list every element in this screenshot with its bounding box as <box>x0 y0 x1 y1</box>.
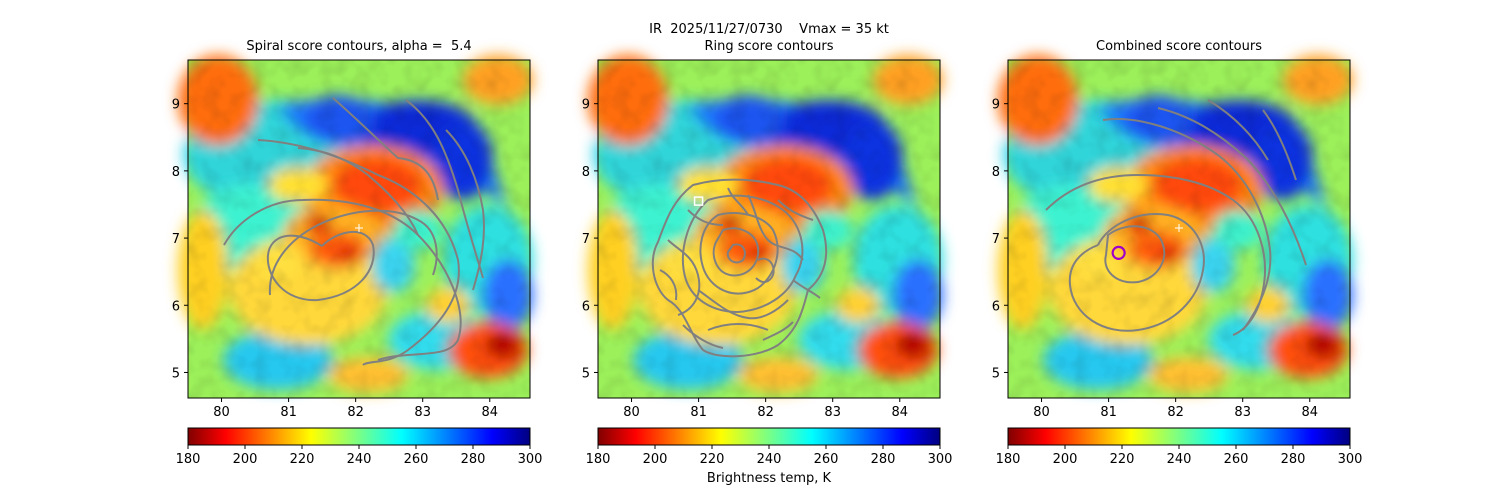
colorbar-tick-label: 220 <box>290 452 315 467</box>
y-tick-label: 8 <box>992 165 1000 180</box>
x-tick-label: 84 <box>1301 405 1318 420</box>
y-tick-label: 5 <box>992 366 1000 381</box>
colorbar-tick-label: 260 <box>404 452 429 467</box>
panel-title-ring: Ring score contours <box>704 39 834 54</box>
ir-image-spiral <box>178 55 533 398</box>
colorbar-tick-label: 300 <box>1338 452 1363 467</box>
y-tick-label: 8 <box>582 165 590 180</box>
y-tick-label: 7 <box>172 232 180 247</box>
colorbar-spiral <box>187 427 531 446</box>
y-tick-label: 9 <box>992 98 1000 113</box>
colorbar-tick-label: 180 <box>176 452 201 467</box>
colorbar-tick-label: 200 <box>643 452 668 467</box>
colorbar-ring <box>597 427 941 446</box>
x-tick-label: 81 <box>280 405 297 420</box>
center-plus-marker <box>1175 223 1183 232</box>
colorbar-combined <box>1007 427 1351 446</box>
x-tick-label: 83 <box>824 405 841 420</box>
panel-title-combined: Combined score contours <box>1096 39 1262 54</box>
y-tick-label: 8 <box>172 165 180 180</box>
panel-ring: 80 81 82 83 84 5 6 7 8 9 180 200 220 240 260 280 300 <box>582 55 953 467</box>
x-tick-label: 82 <box>347 405 364 420</box>
ring-center-square-marker <box>693 196 704 206</box>
colorbar-tick-label: 240 <box>347 452 372 467</box>
combined-center-circle-marker <box>1111 245 1126 260</box>
y-tick-label: 6 <box>582 299 590 314</box>
colorbar-tick-label: 180 <box>586 452 611 467</box>
x-tick-label: 82 <box>757 405 774 420</box>
colorbar-tick-label: 300 <box>518 452 543 467</box>
panel-spiral: 80 81 82 83 84 5 6 7 8 9 180 200 220 240 260 280 300 <box>172 55 543 467</box>
x-tick-label: 80 <box>623 405 640 420</box>
colorbar-tick-label: 200 <box>233 452 258 467</box>
x-tick-label: 84 <box>891 405 908 420</box>
colorbar-tick-label: 260 <box>1224 452 1249 467</box>
y-tick-label: 6 <box>172 299 180 314</box>
colorbar-tick-label: 280 <box>1281 452 1306 467</box>
y-tick-label: 7 <box>992 232 1000 247</box>
y-tick-label: 6 <box>992 299 1000 314</box>
colorbar-tick-label: 300 <box>928 452 953 467</box>
colorbar-tick-label: 180 <box>996 452 1021 467</box>
colorbar-tick-label: 240 <box>757 452 782 467</box>
colorbar-tick-label: 260 <box>814 452 839 467</box>
colorbar-tick-label: 280 <box>871 452 896 467</box>
center-plus-marker <box>355 223 363 232</box>
ir-image-combined <box>998 55 1353 398</box>
x-tick-label: 80 <box>213 405 230 420</box>
colorbar-tick-label: 280 <box>461 452 486 467</box>
x-tick-label: 81 <box>1100 405 1117 420</box>
y-tick-label: 9 <box>582 98 590 113</box>
x-tick-label: 80 <box>1033 405 1050 420</box>
x-tick-label: 83 <box>414 405 431 420</box>
y-tick-label: 9 <box>172 98 180 113</box>
colorbar-tick-label: 240 <box>1167 452 1192 467</box>
y-tick-label: 7 <box>582 232 590 247</box>
panel-combined: 80 81 82 83 84 5 6 7 8 9 180 200 220 240 260 280 300 <box>992 55 1363 467</box>
y-tick-label: 5 <box>172 366 180 381</box>
y-tick-label: 5 <box>582 366 590 381</box>
colorbar-tick-label: 200 <box>1053 452 1078 467</box>
axes-frame <box>1007 59 1351 399</box>
x-tick-label: 84 <box>481 405 498 420</box>
colorbar-tick-label: 220 <box>700 452 725 467</box>
panel-title-spiral: Spiral score contours, alpha = 5.4 <box>246 39 472 54</box>
x-tick-label: 82 <box>1167 405 1184 420</box>
colorbar-label: Brightness temp, K <box>706 471 832 486</box>
axes-frame <box>597 59 941 399</box>
axes-frame <box>187 59 531 399</box>
x-tick-label: 83 <box>1234 405 1251 420</box>
colorbar-tick-label: 220 <box>1110 452 1135 467</box>
x-tick-label: 81 <box>690 405 707 420</box>
ir-image-ring <box>588 55 943 398</box>
figure-title: IR 2025/11/27/0730 Vmax = 35 kt <box>649 22 889 37</box>
